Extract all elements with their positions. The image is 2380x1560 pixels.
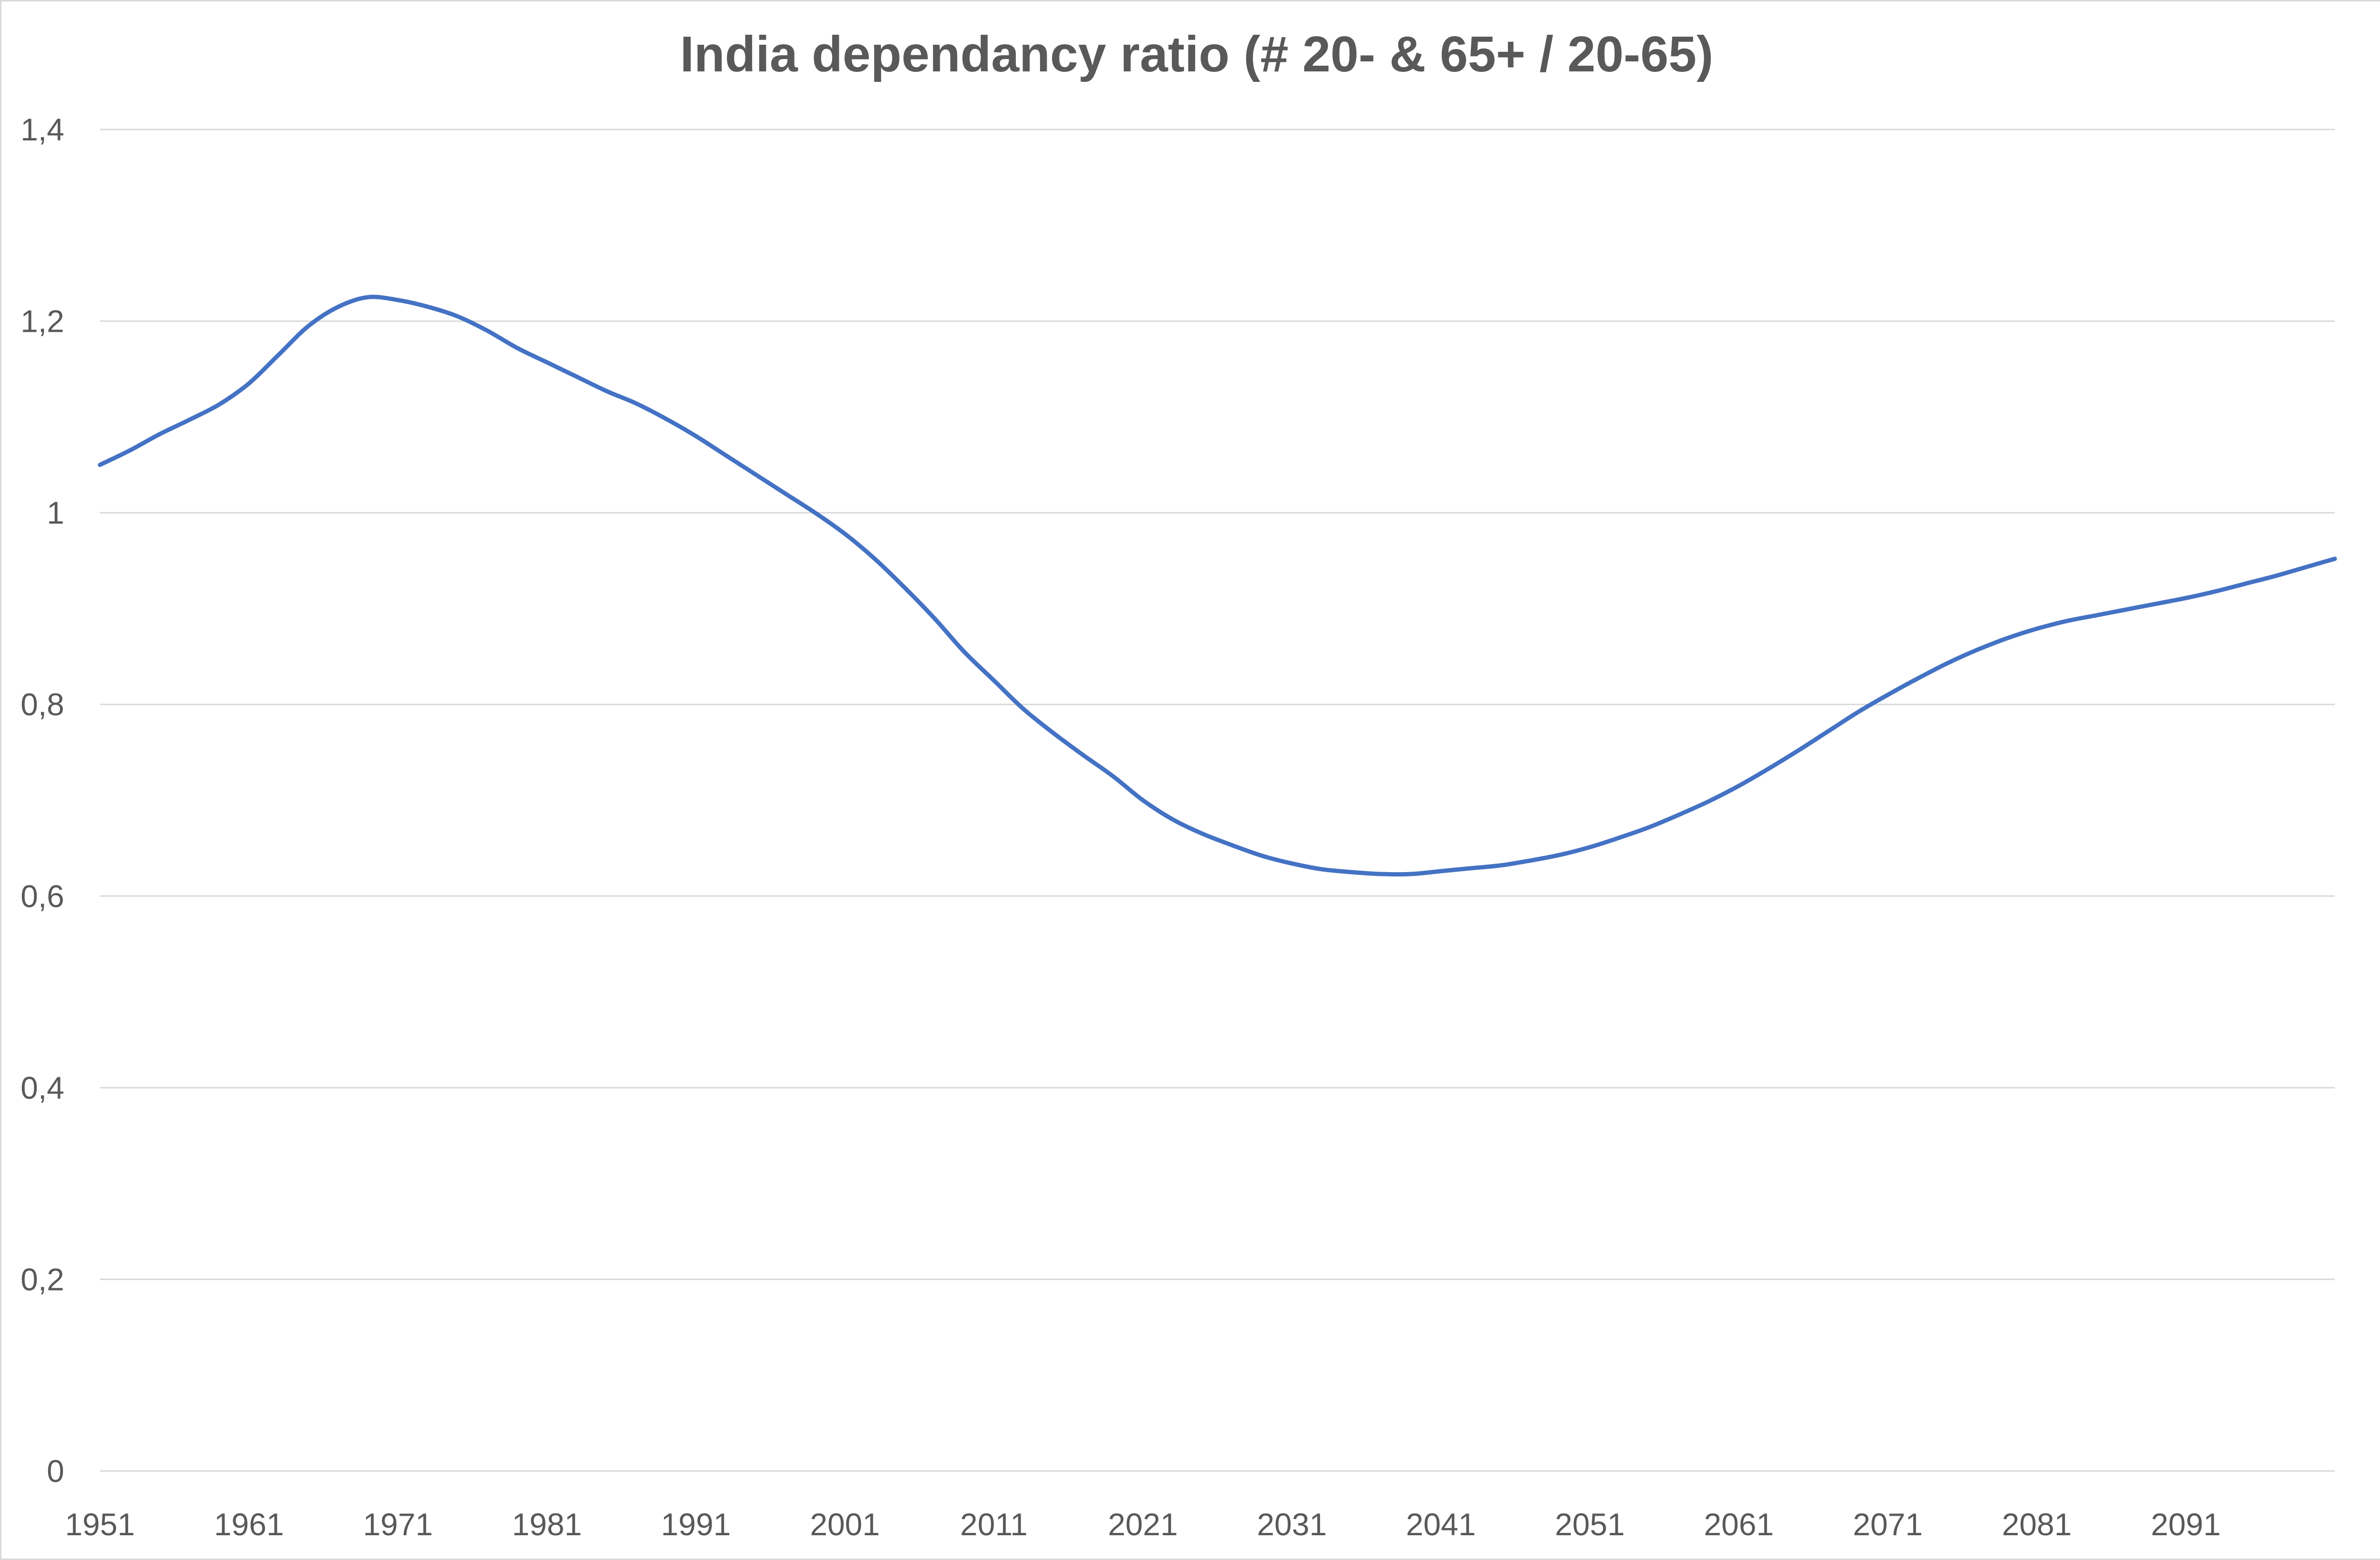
- y-axis-tick-labels: 0 0,2 0,4 0,6 0,8 1 1,2 1,4: [20, 112, 64, 1489]
- gridlines: [100, 129, 2335, 1280]
- y-tick-label: 1,2: [20, 304, 64, 339]
- x-tick-label: 2081: [2002, 1507, 2072, 1542]
- x-tick-label: 1971: [363, 1507, 433, 1542]
- y-tick-label: 0,2: [20, 1262, 64, 1297]
- y-tick-label: 1,4: [20, 112, 64, 147]
- x-tick-label: 2011: [960, 1507, 1028, 1542]
- y-tick-label: 1: [47, 495, 64, 530]
- y-tick-label: 0,8: [20, 687, 64, 722]
- x-tick-label: 1991: [661, 1507, 731, 1542]
- chart-title: India dependancy ratio (# 20- & 65+ / 20…: [680, 26, 1714, 82]
- series-layer: [98, 295, 2337, 877]
- x-tick-label: 2001: [810, 1507, 880, 1542]
- x-tick-label: 2051: [1555, 1507, 1625, 1542]
- x-tick-label: 2031: [1257, 1507, 1327, 1542]
- x-axis-tick-labels: 1951 1961 1971 1981 1991 2001 2011 2021 2031 2041…: [65, 1507, 2221, 1542]
- x-tick-label: 2041: [1406, 1507, 1476, 1542]
- x-tick-label: 1981: [512, 1507, 582, 1542]
- y-tick-label: 0: [47, 1453, 64, 1489]
- x-tick-label: 2071: [1853, 1507, 1923, 1542]
- y-tick-label: 0,4: [20, 1070, 64, 1105]
- x-tick-label: 2061: [1704, 1507, 1774, 1542]
- x-tick-label: 2091: [2151, 1507, 2221, 1542]
- series-line: [98, 295, 2337, 877]
- x-tick-label: 1961: [214, 1507, 284, 1542]
- x-tick-label: 2021: [1108, 1507, 1178, 1542]
- x-tick-label: 1951: [65, 1507, 135, 1542]
- y-tick-label: 0,6: [20, 878, 64, 914]
